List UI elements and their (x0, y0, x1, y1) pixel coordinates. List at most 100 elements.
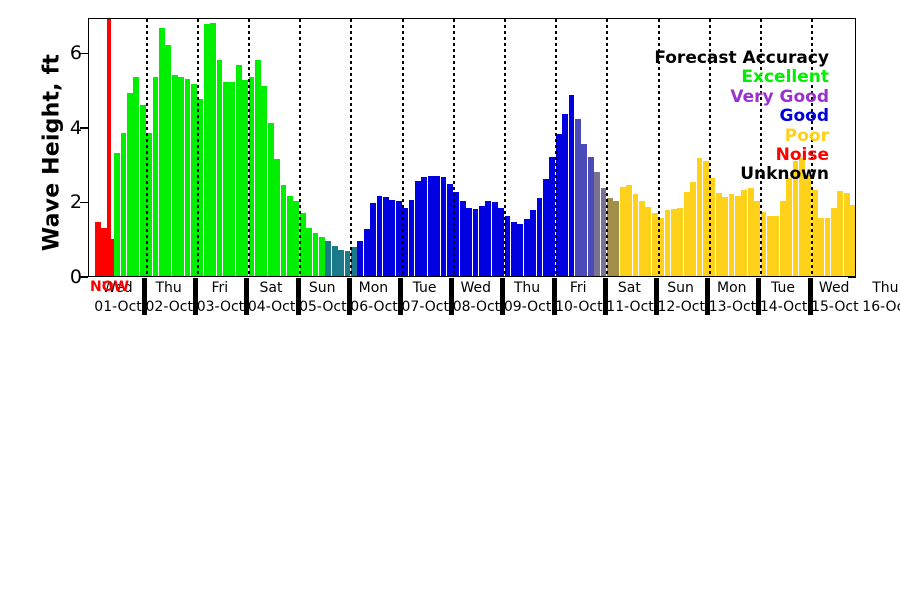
bar (600, 188, 607, 276)
day-of-week: Sun (667, 280, 694, 296)
bar (690, 182, 697, 276)
day-date: 06-Oct (350, 299, 398, 315)
day-of-week: Thu (155, 280, 182, 296)
bar (447, 183, 453, 276)
bar (357, 240, 364, 276)
bar (575, 119, 581, 276)
legend-item-very-good: Very Good (730, 86, 829, 107)
bar (402, 208, 409, 276)
bar (415, 180, 421, 276)
bar (607, 197, 613, 276)
x-axis-day-label: Mon 13-Oct (708, 279, 757, 317)
bar (843, 193, 850, 276)
bar (242, 80, 249, 276)
day-date: 15-Oct (811, 299, 859, 315)
bar (216, 59, 223, 276)
day-of-week: Wed (818, 280, 850, 296)
bar (235, 65, 242, 276)
legend-item-excellent: Excellent (741, 67, 829, 88)
day-of-week: Mon (358, 280, 389, 296)
bar (831, 208, 837, 276)
x-axis-day-label: Thu 16-Oct (862, 279, 900, 317)
bar (146, 132, 153, 276)
bar (479, 205, 485, 276)
bar (773, 215, 780, 276)
day-date: 14-Oct (759, 299, 808, 315)
day-date: 02-Oct (145, 299, 193, 315)
bar (651, 212, 658, 276)
day-separator (142, 278, 147, 315)
bar (709, 178, 716, 276)
day-of-week: Wed (460, 280, 492, 296)
y-axis-tick-label: 4 (69, 116, 82, 139)
bar (523, 219, 530, 276)
day-date: 09-Oct (503, 299, 552, 315)
bar (645, 207, 652, 276)
bar (504, 215, 511, 276)
bar (811, 190, 818, 276)
day-separator (398, 278, 403, 315)
bar (728, 194, 735, 276)
day-date: 10-Oct (555, 299, 603, 315)
now-label: NOW (90, 279, 130, 295)
legend: Forecast Accuracy Excellent Very Good Go… (654, 48, 829, 185)
legend-item-noise: Noise (775, 145, 829, 166)
bar (613, 201, 620, 276)
day-date: 05-Oct (299, 299, 347, 315)
x-axis-day-label: Mon 06-Oct (350, 279, 398, 317)
day-date: 11-Oct (606, 299, 654, 315)
day-date: 12-Oct (657, 299, 705, 315)
bar (747, 188, 754, 276)
day-gridline (452, 19, 455, 276)
day-gridline (606, 19, 609, 276)
day-of-week: Sat (259, 280, 283, 296)
bar (837, 191, 844, 276)
bar (658, 218, 665, 276)
bar (511, 221, 517, 276)
bar (101, 227, 108, 276)
bar (498, 208, 505, 276)
bar (715, 193, 722, 276)
day-gridline (145, 19, 148, 276)
bar (562, 113, 569, 276)
day-separator (654, 278, 659, 315)
bar (536, 197, 543, 276)
bar (459, 200, 466, 276)
bar (351, 246, 357, 276)
day-separator (244, 278, 250, 315)
x-axis-day-label: Sun 12-Oct (657, 279, 705, 317)
day-of-week: Mon (717, 280, 747, 296)
bar (619, 186, 626, 276)
bar (453, 192, 460, 276)
x-axis-day-label: Wed 15-Oct (811, 279, 859, 317)
bar (274, 158, 281, 276)
day-gridline (196, 19, 199, 276)
bar (210, 22, 217, 276)
bar (767, 215, 773, 276)
bar (421, 177, 428, 276)
bar (792, 161, 799, 276)
bar (741, 190, 748, 276)
day-gridline (247, 19, 250, 276)
day-separator (602, 278, 608, 315)
now-marker-line (107, 19, 111, 276)
y-axis-tick (80, 201, 88, 204)
x-axis-day-label: Sun 05-Oct (299, 279, 347, 317)
bar (799, 157, 805, 276)
bar (587, 156, 594, 276)
bar (677, 208, 684, 276)
x-axis-day-label: Sat 04-Oct (248, 279, 295, 317)
bar (248, 76, 255, 276)
y-axis-tick (80, 127, 88, 129)
plot-area: Forecast Accuracy Excellent Very Good Go… (88, 18, 856, 277)
day-of-week: Tue (771, 280, 795, 296)
bar (735, 195, 741, 276)
x-axis: Wed 01-Oct Thu 02-Oct Fri 03-Oct Sat 04-Oct Sun 0… (88, 278, 900, 320)
day-date: 13-Oct (708, 299, 757, 315)
bar (338, 249, 345, 276)
day-separator (756, 278, 762, 315)
x-axis-day-label: Fri 10-Oct (555, 279, 603, 317)
bar-series (89, 19, 855, 276)
bar (850, 205, 855, 276)
